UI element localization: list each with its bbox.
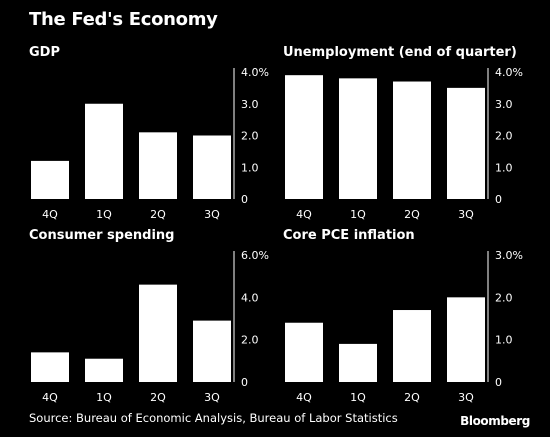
x-tick-label: 1Q bbox=[96, 391, 112, 404]
y-tick-label: 4.0% bbox=[495, 66, 523, 79]
x-tick-label: 1Q bbox=[350, 208, 366, 221]
y-tick-label: 3.0 bbox=[495, 98, 513, 111]
y-tick-label: 1.0 bbox=[241, 161, 259, 174]
x-tick-label: 2Q bbox=[150, 391, 166, 404]
panel-title: GDP bbox=[29, 45, 60, 60]
x-tick-label: 4Q bbox=[296, 208, 312, 221]
x-tick-label: 3Q bbox=[204, 391, 220, 404]
bar-2q bbox=[139, 284, 177, 382]
panel-title: Core PCE inflation bbox=[283, 228, 415, 243]
y-tick-label: 4.0 bbox=[241, 291, 259, 304]
chart-unemployment: Unemployment (end of quarter) 0 1.0 2.0 3.0 4… bbox=[283, 45, 523, 221]
y-tick-label: 4.0% bbox=[241, 66, 269, 79]
y-tick-label: 3.0% bbox=[495, 249, 523, 262]
y-tick-label: 0 bbox=[241, 193, 248, 206]
y-tick-label: 3.0 bbox=[241, 98, 259, 111]
bar-2q bbox=[393, 310, 431, 382]
bar-4q bbox=[31, 160, 69, 199]
bar-3q bbox=[193, 320, 231, 382]
page-title: The Fed's Economy bbox=[29, 9, 218, 30]
bar-1q bbox=[339, 343, 377, 382]
bar-1q bbox=[85, 358, 123, 382]
bar-3q bbox=[447, 87, 485, 199]
bar-1q bbox=[339, 78, 377, 199]
x-tick-label: 1Q bbox=[96, 208, 112, 221]
panel-title: Consumer spending bbox=[29, 228, 174, 243]
bar-2q bbox=[139, 132, 177, 199]
x-tick-label: 2Q bbox=[404, 391, 420, 404]
x-tick-label: 1Q bbox=[350, 391, 366, 404]
x-tick-label: 4Q bbox=[42, 208, 58, 221]
y-tick-label: 0 bbox=[241, 376, 248, 389]
x-tick-label: 4Q bbox=[42, 391, 58, 404]
bar-4q bbox=[31, 352, 69, 382]
chart-consumer-spending: Consumer spending 0 2.0 4.0 6.0% 4Q 1Q 2Q 3Q bbox=[29, 228, 269, 404]
bloomberg-logo: Bloomberg bbox=[460, 414, 530, 428]
x-tick-label: 3Q bbox=[204, 208, 220, 221]
x-tick-label: 2Q bbox=[150, 208, 166, 221]
y-tick-label: 2.0 bbox=[241, 334, 259, 347]
x-tick-label: 2Q bbox=[404, 208, 420, 221]
y-tick-label: 2.0 bbox=[495, 291, 513, 304]
y-tick-label: 0 bbox=[495, 376, 502, 389]
bar-4q bbox=[285, 75, 323, 199]
x-tick-label: 4Q bbox=[296, 391, 312, 404]
bar-2q bbox=[393, 81, 431, 199]
x-tick-label: 3Q bbox=[458, 208, 474, 221]
y-tick-label: 6.0% bbox=[241, 249, 269, 262]
y-tick-label: 1.0 bbox=[495, 161, 513, 174]
bar-1q bbox=[85, 103, 123, 199]
bar-3q bbox=[447, 297, 485, 382]
source-note: Source: Bureau of Economic Analysis, Bur… bbox=[29, 411, 398, 425]
y-tick-label: 0 bbox=[495, 193, 502, 206]
y-tick-label: 2.0 bbox=[241, 130, 259, 143]
panel-title: Unemployment (end of quarter) bbox=[283, 45, 517, 60]
y-tick-label: 1.0 bbox=[495, 334, 513, 347]
x-tick-label: 3Q bbox=[458, 391, 474, 404]
bar-3q bbox=[193, 135, 231, 199]
chart-gdp: GDP 0 1.0 2.0 3.0 4.0% 4Q 1Q 2Q 3Q bbox=[29, 45, 269, 221]
bar-4q bbox=[285, 322, 323, 382]
y-tick-label: 2.0 bbox=[495, 130, 513, 143]
chart-core-pce-inflation: Core PCE inflation 0 1.0 2.0 3.0% 4Q 1Q 2Q 3Q bbox=[283, 228, 523, 404]
